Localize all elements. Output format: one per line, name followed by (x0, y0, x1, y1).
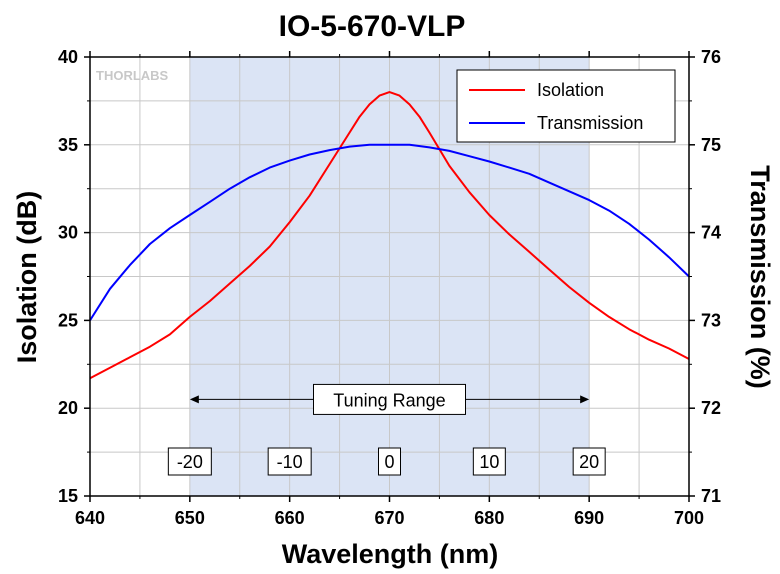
watermark-logo: THORLABS (96, 68, 169, 83)
offset-label: 0 (384, 452, 394, 472)
offset-label-box (572, 447, 606, 476)
series-line-isolation (89, 91, 690, 380)
tuning-range-annotation: Tuning Range (189, 383, 590, 415)
x-tick-label: 640 (75, 508, 105, 528)
offset-label-box (378, 447, 401, 476)
y2-tick-label: 76 (701, 47, 721, 67)
offset-label-box (472, 447, 506, 476)
x-tick-label: 660 (275, 508, 305, 528)
y2-tick-label: 73 (701, 310, 721, 330)
x-tick-label: 680 (474, 508, 504, 528)
y-tick-label: 15 (58, 486, 78, 506)
y2-tick-label: 74 (701, 223, 721, 243)
y-axis-label: Isolation (dB) (12, 191, 42, 363)
offset-label-box (167, 447, 212, 476)
y-tick-label: 30 (58, 223, 78, 243)
tuning-range-label-box (313, 383, 466, 415)
legend-box (456, 69, 676, 143)
series-layer (89, 91, 690, 380)
x-axis-label: Wavelength (nm) (282, 539, 499, 569)
x-tick-label: 670 (374, 508, 404, 528)
y-tick-label: 20 (58, 398, 78, 418)
series-line-transmission (89, 143, 690, 321)
y-tick-label: 35 (58, 135, 78, 155)
axis-ticks: 640 650 660 670 680 690 700 15 20 25 30 35 40 71 72 73 7… (58, 47, 721, 528)
offset-labels: -20 -10 0 10 20 (167, 447, 606, 476)
offset-label: 10 (479, 452, 499, 472)
y-tick-label: 25 (58, 310, 78, 330)
offset-label: 20 (579, 452, 599, 472)
x-tick-label: 700 (674, 508, 704, 528)
offset-label: -20 (177, 452, 203, 472)
arrow-head-left-icon (189, 395, 199, 404)
offset-label-box (267, 447, 312, 476)
y2-tick-label: 72 (701, 398, 721, 418)
y2-tick-label: 71 (701, 486, 721, 506)
x-tick-label: 650 (175, 508, 205, 528)
legend: Isolation Transmission (456, 69, 676, 143)
offset-label: -10 (277, 452, 303, 472)
tuning-range-label: Tuning Range (333, 390, 445, 410)
y-tick-label: 40 (58, 47, 78, 67)
legend-label-transmission: Transmission (537, 113, 643, 133)
legend-label-isolation: Isolation (537, 80, 604, 100)
y2-axis-label: Transmission (%) (745, 165, 775, 389)
x-tick-label: 690 (574, 508, 604, 528)
arrow-head-right-icon (580, 395, 590, 404)
y2-tick-label: 75 (701, 135, 721, 155)
chart-title: IO-5-670-VLP (279, 10, 466, 43)
